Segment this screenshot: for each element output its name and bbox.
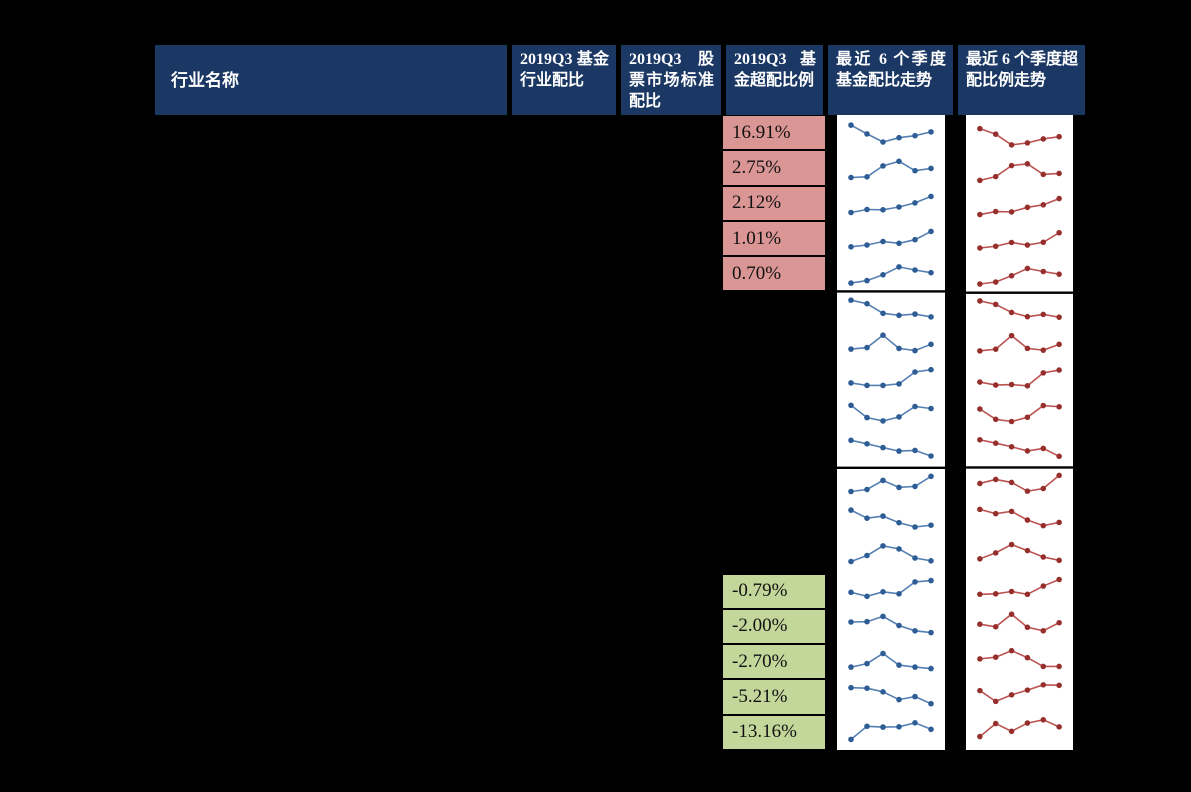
underweight-value-cell: -2.00% (723, 609, 825, 646)
overweight-value-cell: 0.70% (723, 257, 825, 293)
overweight-ratio-trend-chart (966, 125, 1073, 740)
underweight-value-2: -2.00% (732, 615, 788, 637)
overweight-value-cell: 1.01% (723, 221, 825, 258)
fund-allocation-trend-sparklines (837, 115, 945, 750)
underweight-value-5: -13.16% (732, 721, 797, 743)
header-allocation-trend-label: 最近 6 个季度基金配比走势 (836, 51, 946, 89)
overweight-value-cell: 2.12% (723, 186, 825, 222)
underweight-value-cell: -2.70% (723, 645, 825, 681)
header-fund-overweight-ratio: 2019Q3 基金超配比例 (726, 45, 823, 115)
overweight-value-cell: 2.75% (723, 151, 825, 187)
header-industry-name-label: 行业名称 (171, 71, 239, 90)
header-fund-industry-allocation-label: 2019Q3 基金行业配比 (520, 51, 609, 89)
header-overweight-trend-label: 最近 6 个季度超配比例走势 (966, 51, 1079, 89)
fund-allocation-trend-chart (837, 122, 945, 743)
overweight-value-5: 0.70% (732, 262, 782, 284)
overweight-value-3: 2.12% (732, 192, 782, 214)
underweight-value-3: -2.70% (732, 650, 788, 672)
overweight-value-2: 2.75% (732, 156, 782, 178)
overweight-ratio-trend-sparklines (966, 115, 1073, 750)
header-industry-name: 行业名称 (155, 45, 507, 115)
overweight-value-cell: 16.91% (723, 116, 825, 152)
header-fund-overweight-ratio-label: 2019Q3 基金超配比例 (734, 51, 816, 89)
overweight-value-1: 16.91% (732, 121, 791, 143)
underweight-value-1: -0.79% (732, 580, 788, 602)
header-market-standard-allocation: 2019Q3 股票市场标准配比 (621, 45, 721, 115)
header-overweight-trend: 最近 6 个季度超配比例走势 (958, 45, 1085, 115)
underweight-value-cell: -0.79% (723, 574, 825, 610)
underweight-value-4: -5.21% (732, 686, 788, 708)
overweight-value-block: 16.91% 2.75% 2.12% 1.01% 0.70% (722, 115, 826, 293)
header-allocation-trend: 最近 6 个季度基金配比走势 (828, 45, 953, 115)
underweight-value-block: -0.79% -2.00% -2.70% -5.21% -13.16% (722, 573, 826, 751)
overweight-value-4: 1.01% (732, 227, 782, 249)
header-fund-industry-allocation: 2019Q3 基金行业配比 (512, 45, 616, 115)
header-market-standard-allocation-label: 2019Q3 股票市场标准配比 (629, 51, 714, 110)
underweight-value-cell: -13.16% (723, 715, 825, 751)
underweight-value-cell: -5.21% (723, 680, 825, 716)
